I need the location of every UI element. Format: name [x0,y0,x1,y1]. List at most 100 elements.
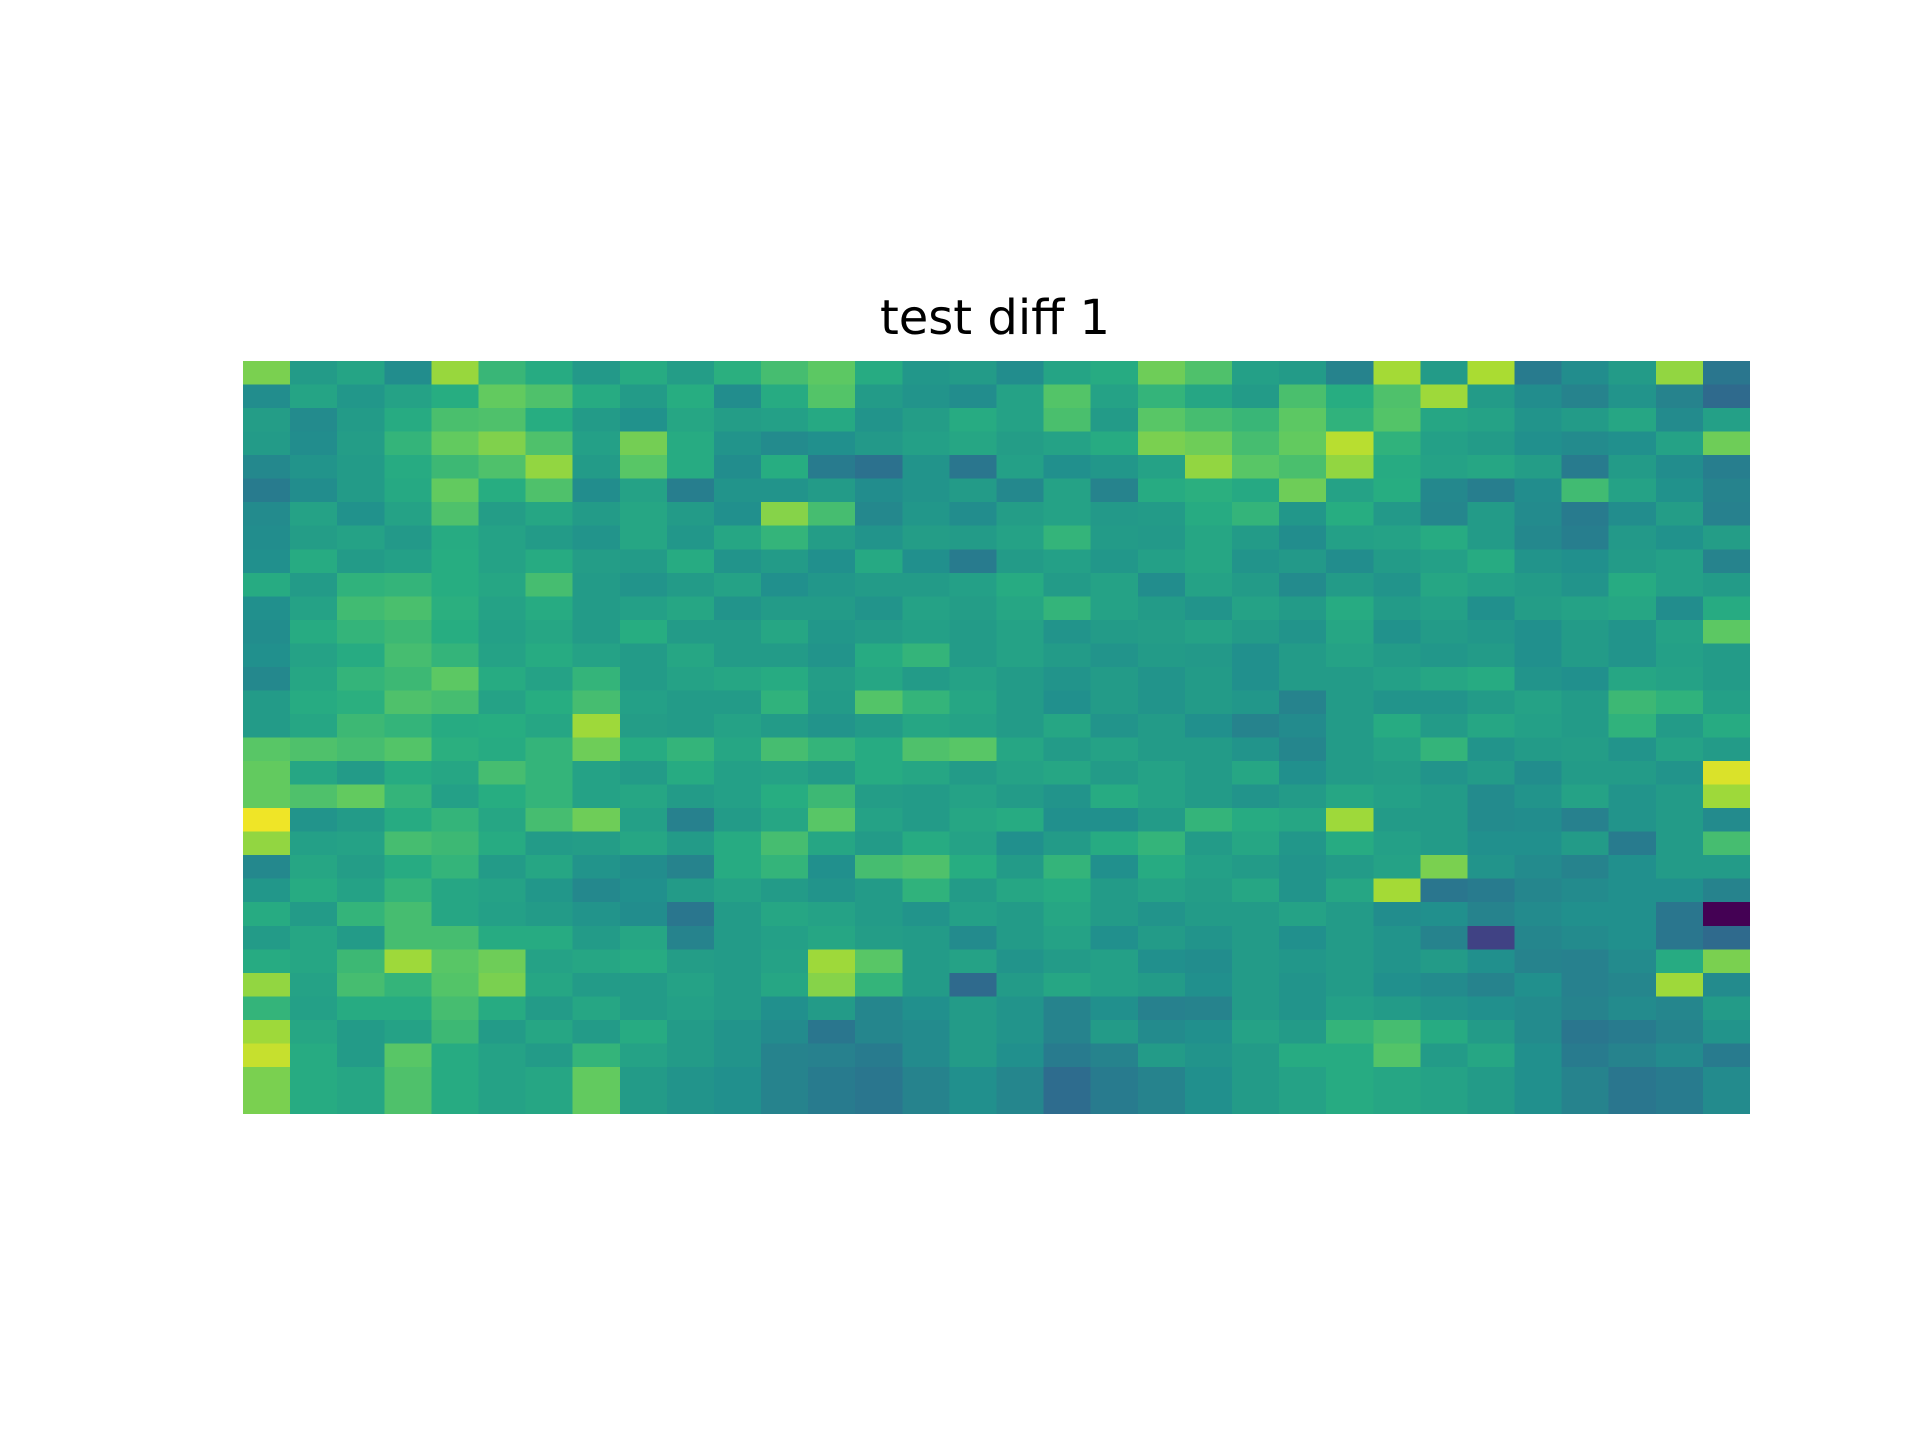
heatmap-cell [949,737,974,762]
heatmap-cell [902,1019,927,1045]
heatmap-cell [1632,643,1657,668]
heatmap-cell [1137,384,1162,409]
heatmap-cell [949,855,974,880]
heatmap-cell [643,784,668,809]
heatmap-cell [266,902,291,927]
heatmap-cell [878,690,903,715]
heatmap-cell [1043,831,1068,856]
heatmap-cell [1184,455,1210,480]
heatmap-cell [431,784,456,809]
heatmap-cell [337,690,362,715]
heatmap-cell [1349,737,1374,762]
heatmap-cell [1279,619,1304,644]
heatmap-cell [454,408,480,433]
heatmap-cell [713,737,739,762]
heatmap-cell [337,713,362,739]
heatmap-cell [996,502,1021,527]
heatmap-cell [1679,619,1704,644]
heatmap-cell [713,1066,739,1092]
heatmap-cell [1114,1090,1139,1114]
heatmap-cell [737,808,762,833]
heatmap-cell [454,737,480,762]
heatmap-cell [902,690,927,715]
heatmap-cell [1161,1043,1186,1068]
heatmap-cell [243,525,268,550]
heatmap-cell [313,1043,338,1068]
heatmap-cell [1702,408,1728,433]
heatmap-cell [313,549,338,574]
heatmap-cell [360,972,385,997]
heatmap-cell [243,713,268,739]
heatmap-cell [290,831,315,856]
heatmap-cell [525,761,550,786]
heatmap-cell [902,643,927,668]
heatmap-cell [572,408,597,433]
heatmap-cell [1302,831,1327,856]
heatmap-cell [1561,478,1586,503]
heatmap-cell [502,455,527,480]
heatmap-cell [243,737,268,762]
heatmap-cell [1255,1043,1280,1068]
heatmap-cell [1726,972,1750,997]
heatmap-cell [855,784,880,809]
heatmap-cell [643,666,668,692]
heatmap-cell [619,855,644,880]
heatmap-cell [1043,361,1068,386]
heatmap-cell [1608,831,1633,856]
heatmap-cell [1443,1043,1469,1068]
heatmap-cell [666,596,691,621]
heatmap-cell [831,831,856,856]
heatmap-cell [1184,690,1210,715]
heatmap-cell [337,643,362,668]
heatmap-cell [1490,949,1516,974]
heatmap-cell [1043,1090,1068,1114]
heatmap-cell [619,361,644,386]
heatmap-cell [1467,855,1492,880]
heatmap-cell [1702,808,1728,833]
heatmap-cell [1255,1066,1280,1092]
heatmap-cell [1396,549,1421,574]
heatmap-cell [525,572,550,597]
heatmap-cell [1490,549,1516,574]
heatmap-cell [949,878,974,903]
heatmap-cell [925,1019,951,1045]
heatmap-cell [1043,690,1068,715]
heatmap-cell [1090,431,1115,456]
heatmap-cell [1020,525,1045,550]
heatmap-cell [1255,1090,1280,1114]
heatmap-cell [572,878,597,903]
heatmap-cell [454,831,480,856]
heatmap-cell [831,643,856,668]
heatmap-cell [878,949,903,974]
heatmap-cell [478,502,503,527]
heatmap-cell [1161,878,1186,903]
heatmap-cell [431,925,456,950]
heatmap-cell [1538,525,1563,550]
heatmap-cell [784,643,809,668]
heatmap-cell [1184,384,1210,409]
heatmap-cell [737,761,762,786]
heatmap-cell [266,666,291,692]
heatmap-cell [1279,808,1304,833]
heatmap-cell [1632,361,1657,386]
heatmap-cell [572,525,597,550]
heatmap-cell [266,1043,291,1068]
heatmap-cell [1396,878,1421,903]
heatmap-cell [1702,855,1728,880]
heatmap-cell [996,1043,1021,1068]
heatmap-cell [1373,478,1398,503]
heatmap-cell [1090,361,1115,386]
heatmap-cell [1632,619,1657,644]
heatmap-cell [784,1043,809,1068]
heatmap-cell [784,761,809,786]
heatmap-cell [1396,972,1421,997]
heatmap-cell [1208,737,1233,762]
heatmap-cell [1137,713,1162,739]
heatmap-cell [784,972,809,997]
heatmap-cell [502,619,527,644]
heatmap-cell [831,455,856,480]
heatmap-cell [1608,643,1633,668]
heatmap-cell [1702,666,1728,692]
heatmap-cell [1467,361,1492,386]
heatmap-cell [1067,831,1092,856]
